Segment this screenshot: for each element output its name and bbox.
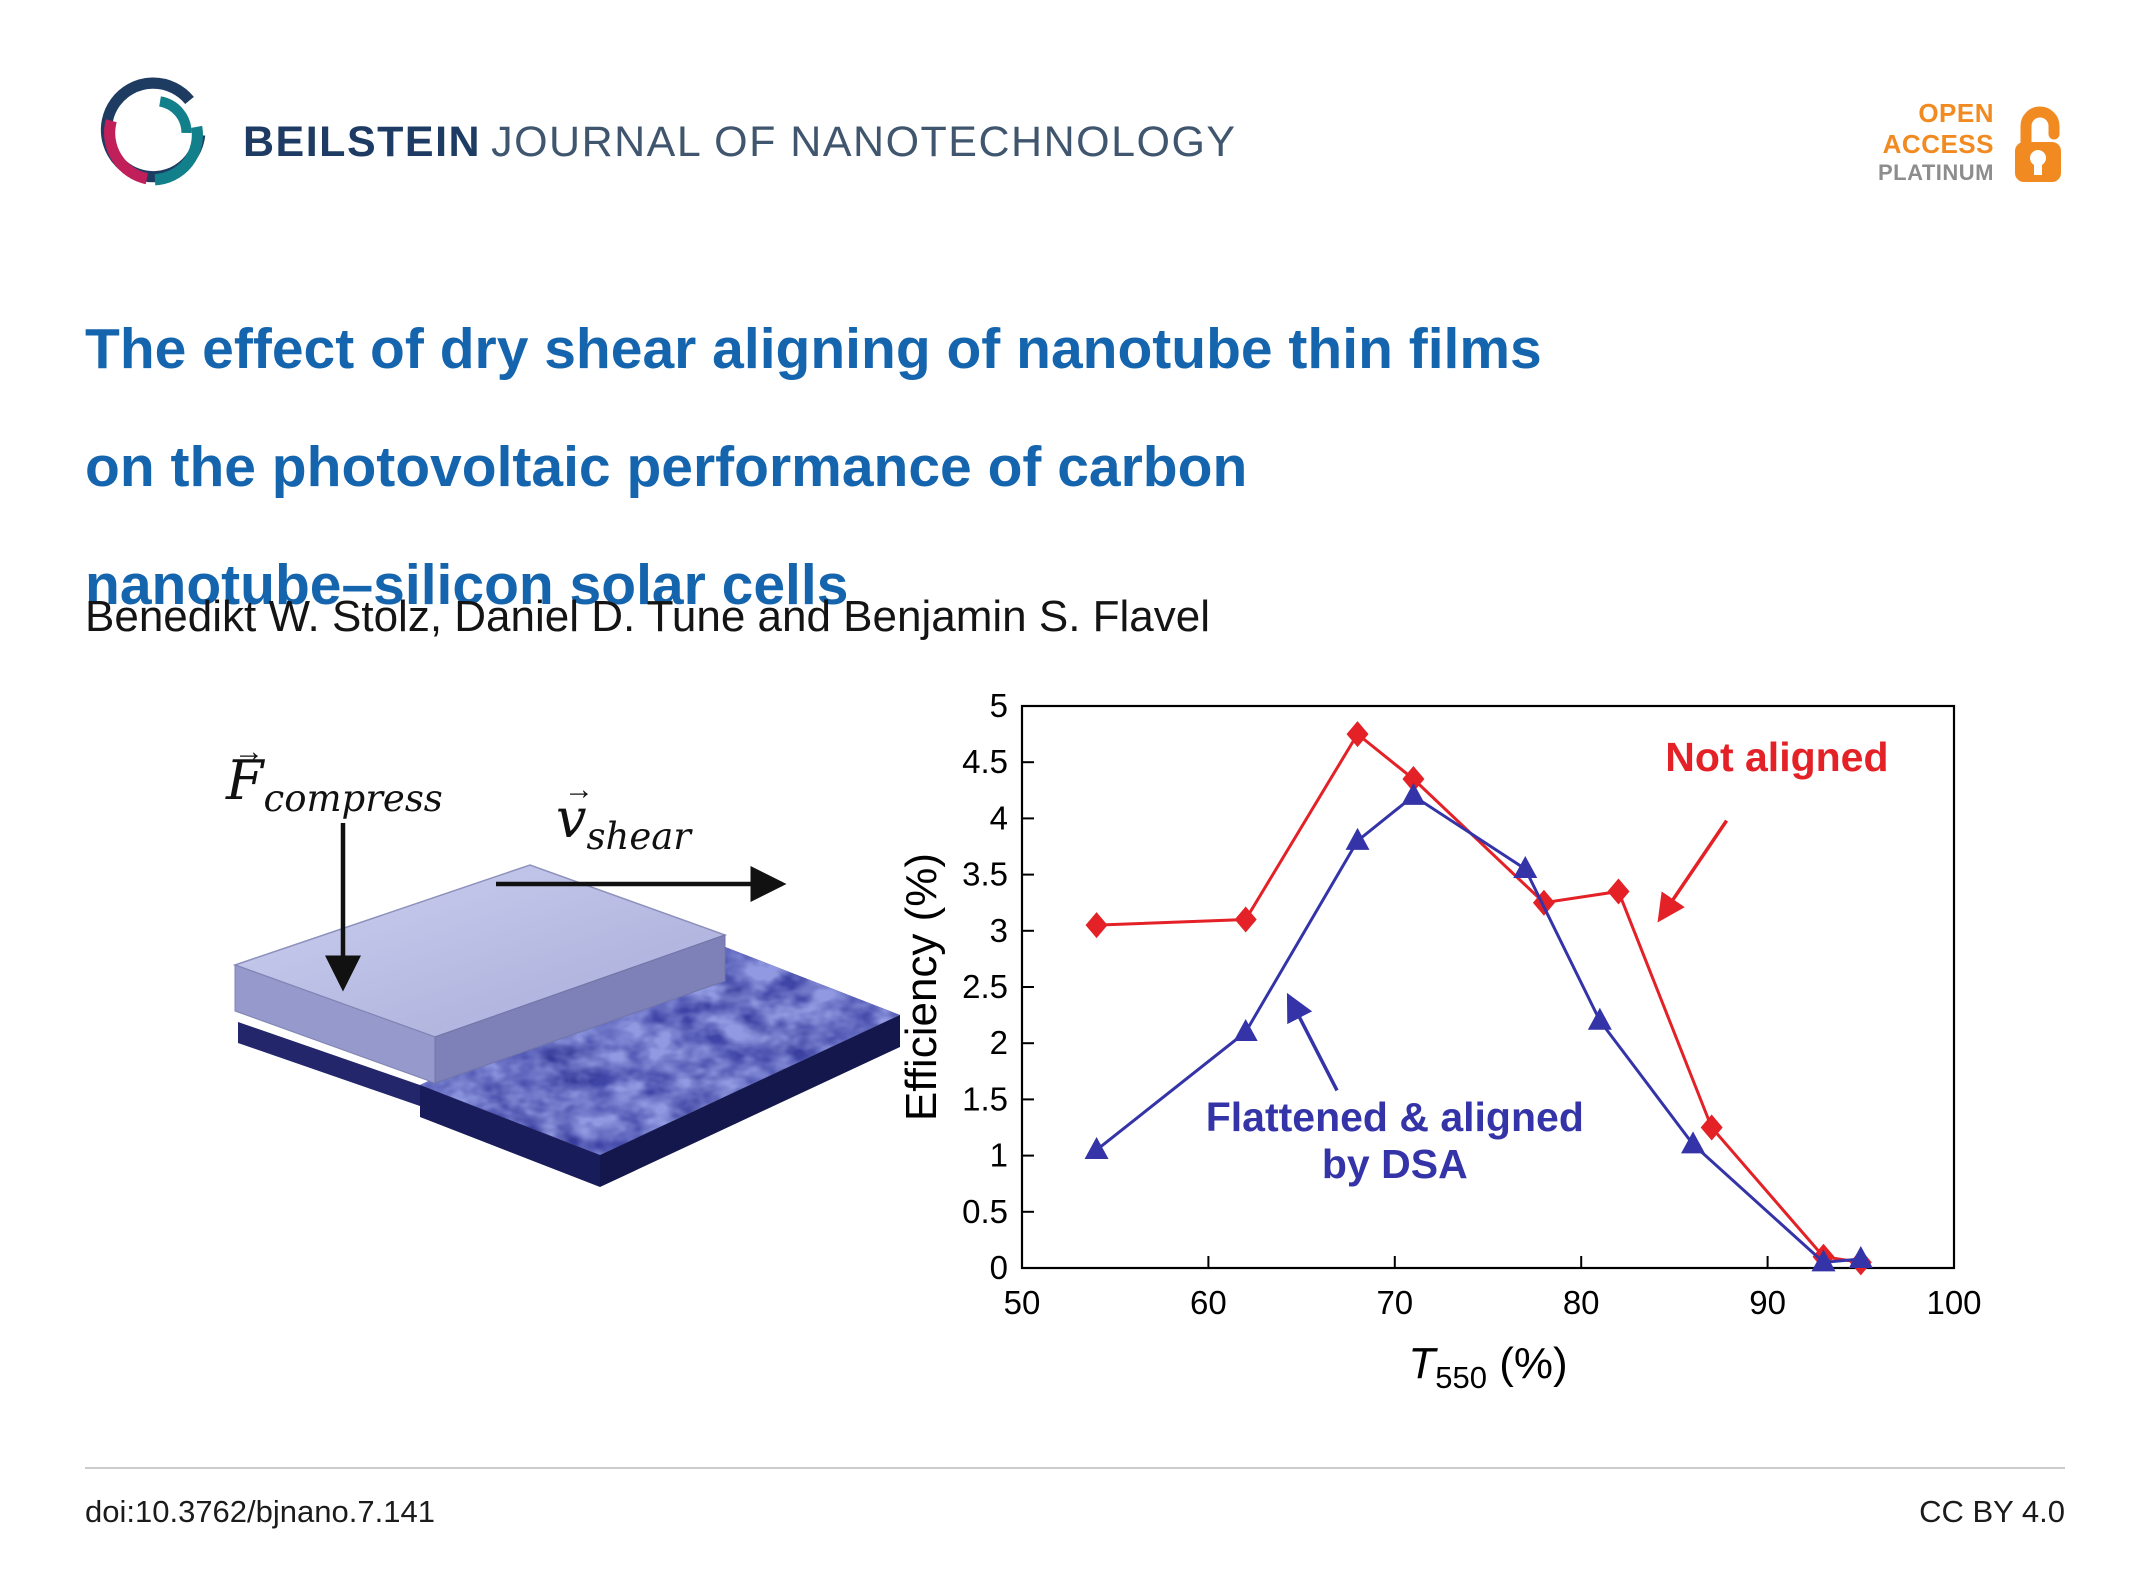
compressor-right-face: [434, 934, 726, 1084]
force-vector-arrow: →: [234, 735, 264, 768]
diamond-marker-icon: [1402, 766, 1425, 793]
open-access-label-open: OPEN: [1918, 98, 1994, 129]
triangle-marker-icon: [1084, 1136, 1109, 1159]
triangle-marker-icon: [1811, 1249, 1836, 1272]
lock-keyhole-stem: [2034, 160, 2042, 175]
shear-annotation: → vshear: [496, 773, 787, 902]
film-right-face: [600, 1015, 900, 1187]
x-tick-label: 70: [1376, 1284, 1413, 1321]
plot-frame: [1020, 704, 1956, 1270]
annotation-arrow-icon: [1657, 819, 1729, 923]
x-tick-label: 80: [1563, 1284, 1600, 1321]
shear-subscript: shear: [587, 815, 694, 858]
title-line-3: nanotube–silicon solar cells: [85, 553, 849, 618]
shear-label: vshear: [556, 787, 693, 858]
y-tick-label: 0: [990, 1249, 1008, 1286]
journal-name: BEILSTEIN JOURNAL OF NANOTECHNOLOGY: [243, 118, 1237, 167]
shear-symbol: v: [556, 787, 587, 850]
y-tick-label: 2.5: [962, 968, 1008, 1005]
title-line-2: on the photovoltaic performance of carbo…: [85, 435, 1248, 500]
diamond-marker-icon: [1085, 912, 1108, 939]
y-tick-label: 4.5: [962, 743, 1008, 780]
force-symbol: F: [225, 749, 266, 812]
shear-vector-arrow: →: [564, 773, 594, 806]
diamond-marker-icon: [1607, 878, 1630, 905]
x-tick-label: 60: [1190, 1284, 1227, 1321]
x-tick-label: 50: [1004, 1284, 1041, 1321]
y-tick-label: 0.5: [962, 1193, 1008, 1230]
compressor-slab: [232, 864, 728, 1084]
film-edge-under-compressor: [238, 1022, 440, 1113]
logo-arc-teal-inner: [158, 96, 192, 134]
logo-arc-crimson: [104, 119, 149, 185]
diamond-marker-icon: [1700, 1114, 1723, 1141]
x-axis-label: T550 (%): [1408, 1339, 1567, 1395]
open-access-label-access: ACCESS: [1882, 129, 1994, 160]
triangle-marker-icon: [1401, 782, 1426, 805]
journal-name-rest: JOURNAL OF NANOTECHNOLOGY: [491, 118, 1237, 166]
force-annotation: → Fcompress: [225, 735, 443, 992]
doi-text: doi:10.3762/bjnano.7.141: [85, 1494, 435, 1529]
annotation-text: by DSA: [1322, 1141, 1468, 1187]
triangle-marker-icon: [1681, 1131, 1706, 1154]
y-tick-label: 3.5: [962, 856, 1008, 893]
annotation-text: Flattened & aligned: [1206, 1094, 1584, 1140]
logo-arc-teal: [154, 125, 203, 186]
authors-line: Benedikt W. Stolz, Daniel D. Tune and Be…: [85, 592, 1211, 641]
film-front-face: [420, 1085, 600, 1187]
y-tick-label: 1.5: [962, 1080, 1008, 1117]
triangle-marker-icon: [1345, 827, 1370, 850]
license-text: CC BY 4.0: [1919, 1494, 2065, 1529]
triangle-marker-icon: [1233, 1018, 1258, 1041]
open-access-label-platinum: PLATINUM: [1877, 159, 1994, 185]
open-access-badge: OPEN ACCESS PLATINUM: [1878, 96, 2070, 188]
footer-divider: [85, 1467, 2065, 1469]
open-access-text: OPEN ACCESS PLATINUM: [1878, 98, 1994, 185]
y-tick-label: 1: [990, 1137, 1008, 1174]
force-label: Fcompress: [225, 749, 443, 820]
diamond-marker-icon: [1346, 721, 1369, 748]
y-tick-label: 3: [990, 912, 1008, 949]
journal-logo-icon: [100, 77, 206, 186]
title-line-1: The effect of dry shear aligning of nano…: [85, 317, 1542, 382]
y-tick-label: 4: [990, 799, 1008, 836]
annotation-text: Not aligned: [1665, 734, 1888, 780]
lock-shackle: [2020, 106, 2060, 148]
article-title: The effect of dry shear aligning of nano…: [85, 290, 1542, 644]
diamond-marker-icon: [1532, 889, 1555, 916]
x-tick-label: 90: [1749, 1284, 1786, 1321]
efficiency-chart: 50 60 70 80 90 100 0 0.5 1 1.5 2 2.5 3 3.5 4 4.5 5 Not al…: [900, 688, 1982, 1395]
y-axis-label: Efficiency (%): [900, 853, 946, 1121]
force-subscript: compress: [263, 777, 442, 820]
diamond-marker-icon: [1234, 906, 1257, 933]
dsa-illustration: → Fcompress → vshear: [225, 735, 900, 1187]
y-tick-label: 2: [990, 1024, 1008, 1061]
x-tick-label: 100: [1926, 1284, 1981, 1321]
open-access-lock-icon: [2015, 106, 2061, 182]
annotation-arrow-icon: [1286, 992, 1339, 1092]
triangle-marker-icon: [1848, 1246, 1873, 1269]
triangle-marker-icon: [1513, 855, 1538, 878]
triangle-marker-icon: [1587, 1007, 1612, 1030]
journal-name-bold: BEILSTEIN: [243, 118, 482, 166]
y-tick-label: 5: [990, 688, 1008, 724]
